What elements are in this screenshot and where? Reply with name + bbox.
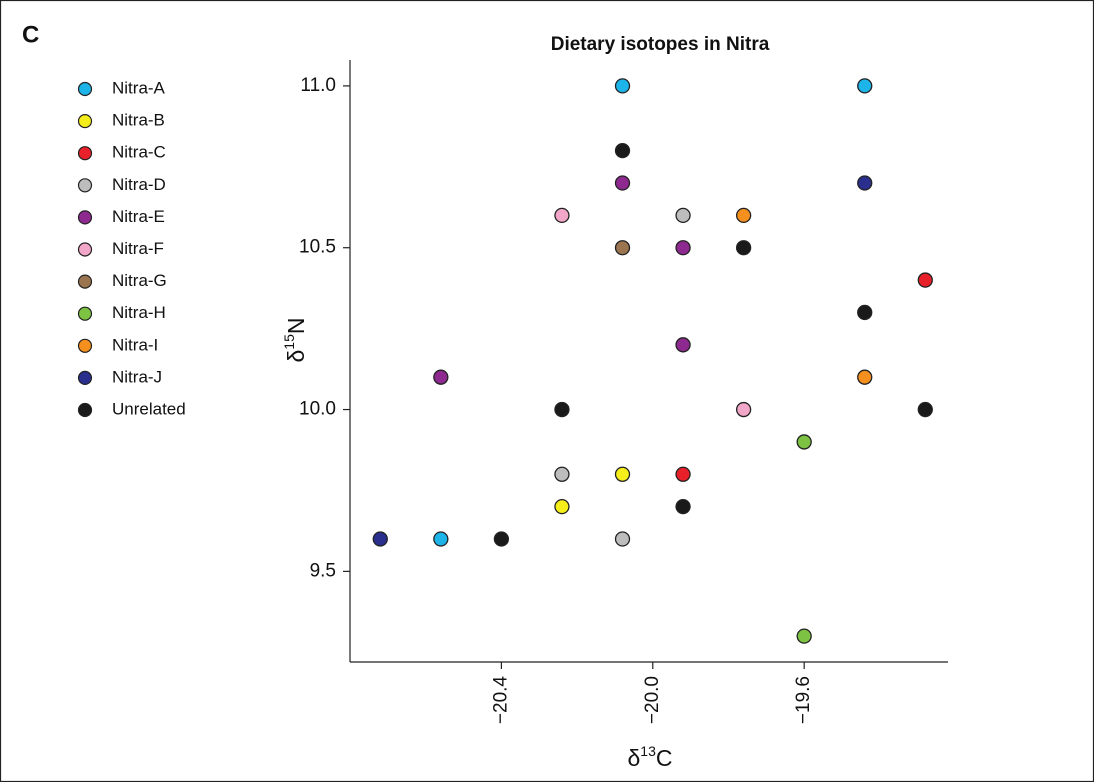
chart-title: Dietary isotopes in Nitra [551, 34, 770, 55]
x-tick-label: −19.6 [793, 676, 814, 724]
point [857, 175, 873, 191]
legend-label: Nitra-C [112, 143, 166, 162]
x-axis-label: δ13C [627, 743, 672, 771]
y-tick-label: 10.5 [299, 237, 336, 258]
legend-label: Nitra-D [112, 175, 166, 194]
point [857, 304, 873, 321]
point [433, 531, 449, 547]
point [493, 531, 510, 547]
point [554, 498, 570, 515]
point [433, 369, 449, 385]
legend-label: Nitra-F [112, 239, 164, 258]
x-label-sup: 13 [640, 743, 656, 759]
legend-label: Nitra-G [112, 271, 167, 290]
point [614, 78, 631, 94]
panel-label: C [22, 21, 39, 48]
legend-label: Nitra-E [112, 207, 165, 226]
y-tick-label: 11.0 [300, 75, 336, 96]
legend-marker [77, 306, 93, 321]
y-label-suffix: N [283, 317, 309, 334]
y-label-prefix: δ [283, 350, 309, 363]
point [614, 142, 631, 159]
legend-label: Nitra-H [112, 303, 166, 322]
legend-marker [77, 178, 93, 193]
point [675, 498, 691, 515]
legend-marker [77, 113, 93, 129]
legend-label: Nitra-I [112, 335, 158, 354]
point [735, 240, 752, 256]
point [614, 175, 631, 191]
legend-marker [77, 210, 93, 225]
legend-marker [77, 274, 93, 289]
point [917, 401, 933, 418]
legend-marker [77, 81, 93, 97]
point [675, 466, 691, 482]
point [675, 240, 691, 256]
point [675, 337, 691, 353]
x-label-suffix: C [656, 745, 673, 771]
point [614, 531, 631, 547]
legend-marker [77, 402, 93, 418]
x-tick-label: −20.0 [642, 676, 663, 724]
x-tick-label: −20.4 [490, 676, 511, 725]
point [735, 207, 752, 224]
legend-label: Nitra-B [112, 111, 165, 130]
y-tick-label: 10.0 [299, 399, 336, 420]
point [857, 369, 873, 385]
legend-marker [77, 370, 93, 385]
y-label-sup: 15 [281, 334, 297, 350]
point [614, 240, 631, 256]
point [857, 78, 873, 94]
point [796, 434, 812, 450]
point [554, 207, 570, 224]
legend-label: Unrelated [112, 399, 186, 418]
point [614, 466, 631, 482]
point [372, 531, 388, 547]
legend-marker [77, 146, 93, 161]
point [735, 401, 752, 418]
point [675, 207, 691, 224]
y-axis-label: δ15N [281, 317, 309, 362]
legend-marker [77, 338, 93, 353]
point [554, 466, 570, 482]
point [917, 272, 933, 288]
y-tick-label: 9.5 [310, 560, 336, 581]
x-label-prefix: δ [627, 745, 640, 771]
point [796, 628, 812, 644]
legend-label: Nitra-J [112, 367, 162, 386]
legend-label: Nitra-A [112, 78, 166, 97]
legend-marker [77, 242, 93, 257]
point [554, 401, 570, 418]
